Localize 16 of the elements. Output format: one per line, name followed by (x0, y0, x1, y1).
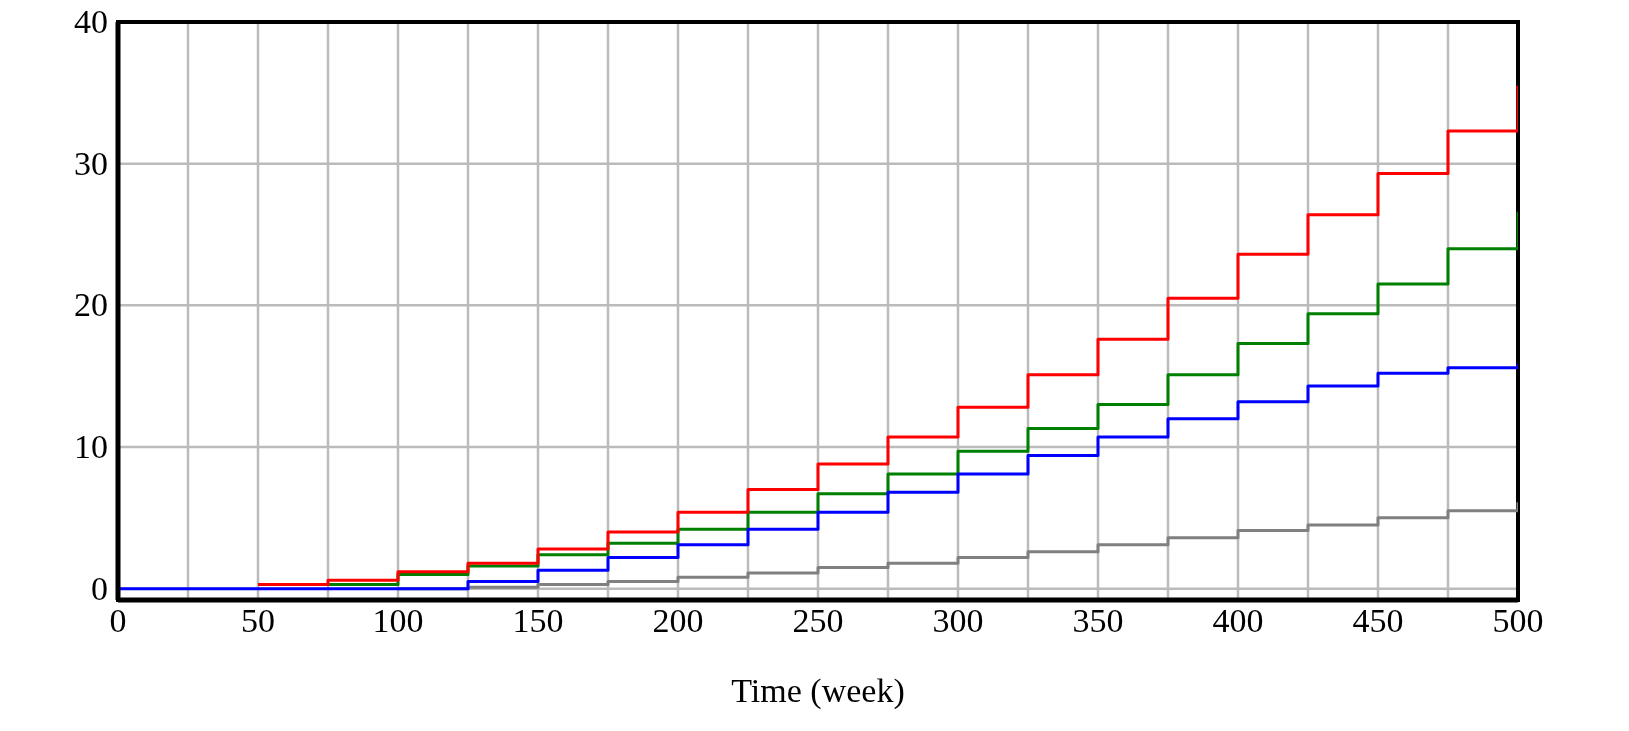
x-tick-label: 400 (1212, 602, 1264, 639)
x-tick-label: 250 (792, 602, 844, 639)
y-tick-label: 40 (74, 3, 108, 40)
x-tick-label: 100 (372, 602, 424, 639)
x-axis-title: Time (week) (731, 672, 905, 710)
x-tick-label: 50 (241, 602, 275, 639)
x-tick-label: 300 (932, 602, 984, 639)
y-tick-label: 0 (91, 569, 108, 607)
x-tick-label: 150 (512, 602, 564, 639)
y-tick-label: 10 (74, 428, 108, 465)
x-tick-label: 450 (1352, 602, 1404, 639)
y-tick-label: 30 (74, 144, 108, 182)
x-tick-label: 200 (652, 602, 704, 639)
x-tick-label: 350 (1072, 602, 1124, 639)
x-tick-label: 500 (1492, 602, 1544, 639)
y-tick-label: 20 (74, 286, 108, 324)
